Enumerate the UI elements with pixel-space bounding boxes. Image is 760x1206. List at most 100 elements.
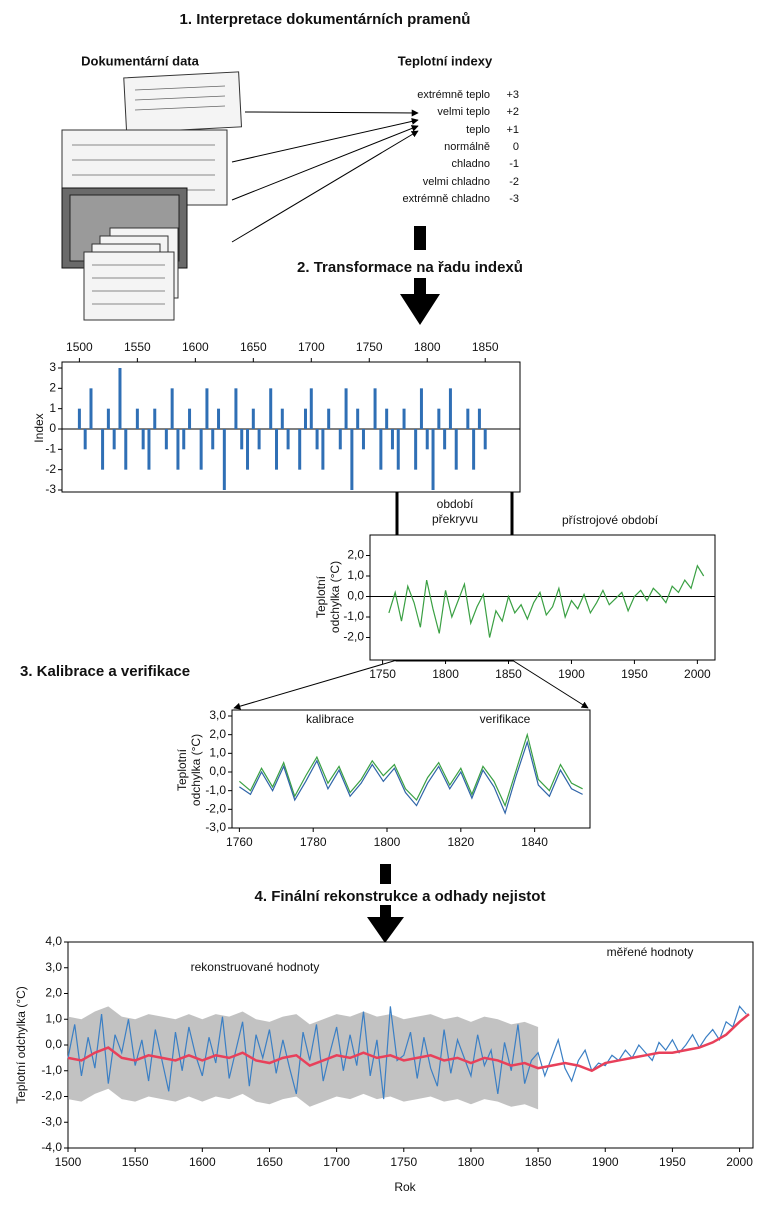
bar xyxy=(327,409,330,429)
bar xyxy=(362,429,365,449)
y-tick-label: -3 xyxy=(45,482,56,496)
bar xyxy=(443,429,446,449)
x-tick-label: 1650 xyxy=(240,340,267,354)
y-tick-label: -2,0 xyxy=(205,802,226,816)
x-tick-label: 1750 xyxy=(390,1155,417,1169)
bar xyxy=(217,409,220,429)
x-tick-label: 1550 xyxy=(122,1155,149,1169)
index-value: 0 xyxy=(513,141,519,153)
bar xyxy=(403,409,406,429)
bar xyxy=(414,429,417,470)
bar xyxy=(165,429,168,449)
x-tick-label: 1820 xyxy=(447,835,474,849)
y-tick-label: 0 xyxy=(49,421,56,435)
x-tick-label: 1700 xyxy=(323,1155,350,1169)
bar xyxy=(240,429,243,449)
y-axis-label: Teplotní xyxy=(175,748,189,791)
x-tick-label: 1950 xyxy=(659,1155,686,1169)
index-value: -2 xyxy=(509,176,519,188)
x-tick-label: 1800 xyxy=(458,1155,485,1169)
y-tick-label: 1,0 xyxy=(45,1011,62,1025)
x-tick-label: 1760 xyxy=(226,835,253,849)
x-tick-label: 2000 xyxy=(726,1155,753,1169)
x-tick-label: 1900 xyxy=(592,1155,619,1169)
bar xyxy=(466,409,469,429)
x-axis-label: Rok xyxy=(394,1180,416,1194)
y-tick-label: -1,0 xyxy=(343,609,364,623)
bar xyxy=(391,429,394,449)
y-tick-label: 0,0 xyxy=(45,1037,62,1051)
bar xyxy=(136,409,139,429)
document-images xyxy=(62,72,241,320)
x-tick-label: 2000 xyxy=(684,667,711,681)
y-tick-label: -1,0 xyxy=(205,783,226,797)
bar xyxy=(321,429,324,470)
bar xyxy=(200,429,203,470)
y-tick-label: 1,0 xyxy=(347,568,364,582)
x-tick-label: 1650 xyxy=(256,1155,283,1169)
bar xyxy=(147,429,150,470)
y-axis-label: Teplotní xyxy=(314,575,328,618)
annotation: měřené hodnoty xyxy=(607,945,694,959)
bar xyxy=(171,388,174,429)
x-tick-label: 1800 xyxy=(432,667,459,681)
bar xyxy=(107,409,110,429)
x-tick-label: 1850 xyxy=(472,340,499,354)
bar xyxy=(84,429,87,449)
bar xyxy=(345,388,348,429)
x-tick-label: 1600 xyxy=(182,340,209,354)
x-tick-label: 1840 xyxy=(521,835,548,849)
index-label: teplo xyxy=(466,124,490,136)
y-tick-label: 1,0 xyxy=(209,746,226,760)
bar xyxy=(252,409,255,429)
annotation: překryvu xyxy=(432,512,478,526)
bar xyxy=(437,409,440,429)
bar xyxy=(478,409,481,429)
bar xyxy=(304,409,307,429)
x-tick-label: 1800 xyxy=(414,340,441,354)
y-tick-label: 3,0 xyxy=(45,960,62,974)
bar xyxy=(275,429,278,470)
index-value: +3 xyxy=(506,89,519,101)
bar xyxy=(188,409,191,429)
index-table: extrémně teplo+3velmi teplo+2teplo+1norm… xyxy=(403,89,519,205)
bar xyxy=(287,429,290,449)
bar xyxy=(258,429,261,449)
bar xyxy=(205,388,208,429)
index-label: velmi teplo xyxy=(437,106,490,118)
x-tick-label: 1850 xyxy=(495,667,522,681)
bar xyxy=(176,429,179,470)
bar xyxy=(281,409,284,429)
annotation: kalibrace xyxy=(306,712,354,726)
column-title: Teplotní indexy xyxy=(398,53,493,68)
annotation: rekonstruované hodnoty xyxy=(191,960,320,974)
y-tick-label: 3,0 xyxy=(209,708,226,722)
index-value: -1 xyxy=(509,158,519,170)
x-tick-label: 1500 xyxy=(55,1155,82,1169)
bar xyxy=(298,429,301,470)
y-axis-label: Index xyxy=(32,413,46,442)
index-label: velmi chladno xyxy=(423,176,490,188)
bar xyxy=(484,429,487,449)
y-tick-label: 0,0 xyxy=(209,764,226,778)
x-tick-label: 1900 xyxy=(558,667,585,681)
x-tick-label: 1550 xyxy=(124,340,151,354)
index-label: normálně xyxy=(444,141,490,153)
column-title: Dokumentární data xyxy=(81,53,200,68)
y-tick-label: -1,0 xyxy=(41,1063,62,1077)
bar xyxy=(142,429,145,449)
annotation: verifikace xyxy=(480,712,531,726)
bar xyxy=(339,429,342,449)
y-tick-label: 2,0 xyxy=(45,986,62,1000)
section-title: 4. Finální rekonstrukce a odhady nejisto… xyxy=(255,888,546,905)
bar xyxy=(426,429,429,449)
y-axis-label: Teplotní odchylka (°C) xyxy=(14,986,28,1104)
index-value: +1 xyxy=(506,124,519,136)
annotation: období xyxy=(437,497,474,511)
x-tick-label: 1600 xyxy=(189,1155,216,1169)
y-tick-label: -2,0 xyxy=(41,1089,62,1103)
bar xyxy=(350,429,353,490)
bar xyxy=(153,409,156,429)
index-label: chladno xyxy=(451,158,490,170)
x-tick-label: 1850 xyxy=(525,1155,552,1169)
